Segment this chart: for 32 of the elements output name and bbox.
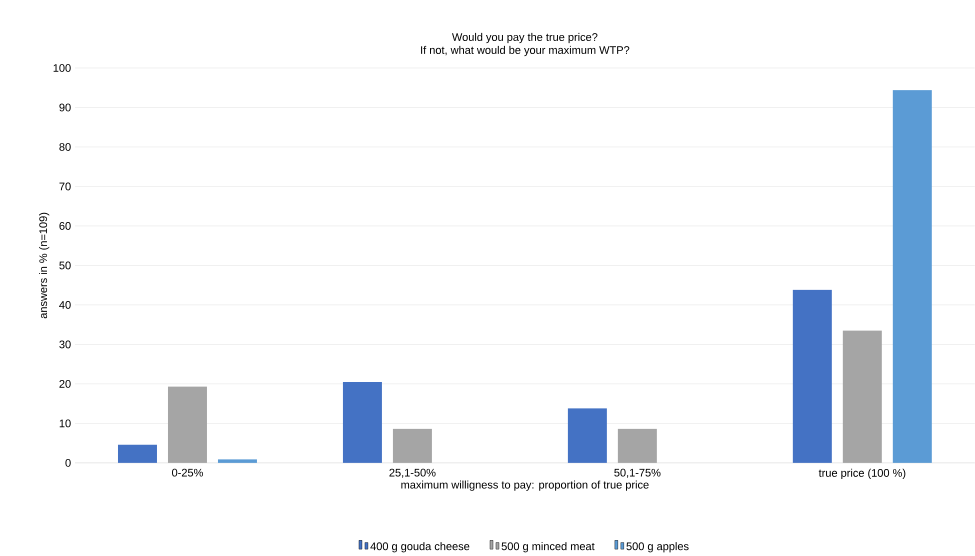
- y-tick-label: 40: [59, 301, 71, 309]
- x-tick-label: 0-25%: [172, 468, 203, 477]
- bar: [568, 408, 607, 464]
- bar: [618, 429, 657, 464]
- y-tick-label: 70: [59, 182, 71, 190]
- y-tick-label: 60: [59, 222, 71, 230]
- y-tick-label: 0: [65, 459, 71, 467]
- y-tick-label: 90: [59, 104, 71, 112]
- x-tick-label: 25,1-50%: [389, 468, 436, 478]
- bar: [792, 290, 832, 464]
- legend-label: 400 g gouda cheese: [370, 542, 470, 553]
- y-tick-label: 50: [59, 262, 71, 270]
- chart-title: Would you pay the true price?: [452, 33, 598, 44]
- bar: [892, 90, 932, 464]
- y-tick-label: 30: [59, 340, 71, 348]
- x-axis-title: maximum willigness to pay: proportion of true price: [401, 480, 649, 491]
- bar: [342, 382, 382, 464]
- y-tick-label: 100: [54, 64, 71, 72]
- legend-label: 500 g minced meat: [502, 542, 595, 553]
- y-tick-label: 20: [59, 380, 71, 388]
- bar: [168, 386, 207, 464]
- bar: [118, 444, 157, 464]
- y-tick-label: 80: [59, 143, 71, 151]
- chart-subtitle: If not, what would be your maximum WTP?: [421, 46, 630, 56]
- bar: [392, 429, 432, 464]
- legend-label: 500 g apples: [626, 542, 689, 553]
- x-tick-label: true price (100 %): [818, 468, 906, 480]
- bar: [842, 330, 882, 464]
- x-tick-label: 50,1-75%: [614, 468, 661, 478]
- bar: [218, 459, 257, 464]
- y-axis-title: answers in % (n=109): [39, 212, 50, 318]
- y-tick-label: 10: [60, 420, 71, 428]
